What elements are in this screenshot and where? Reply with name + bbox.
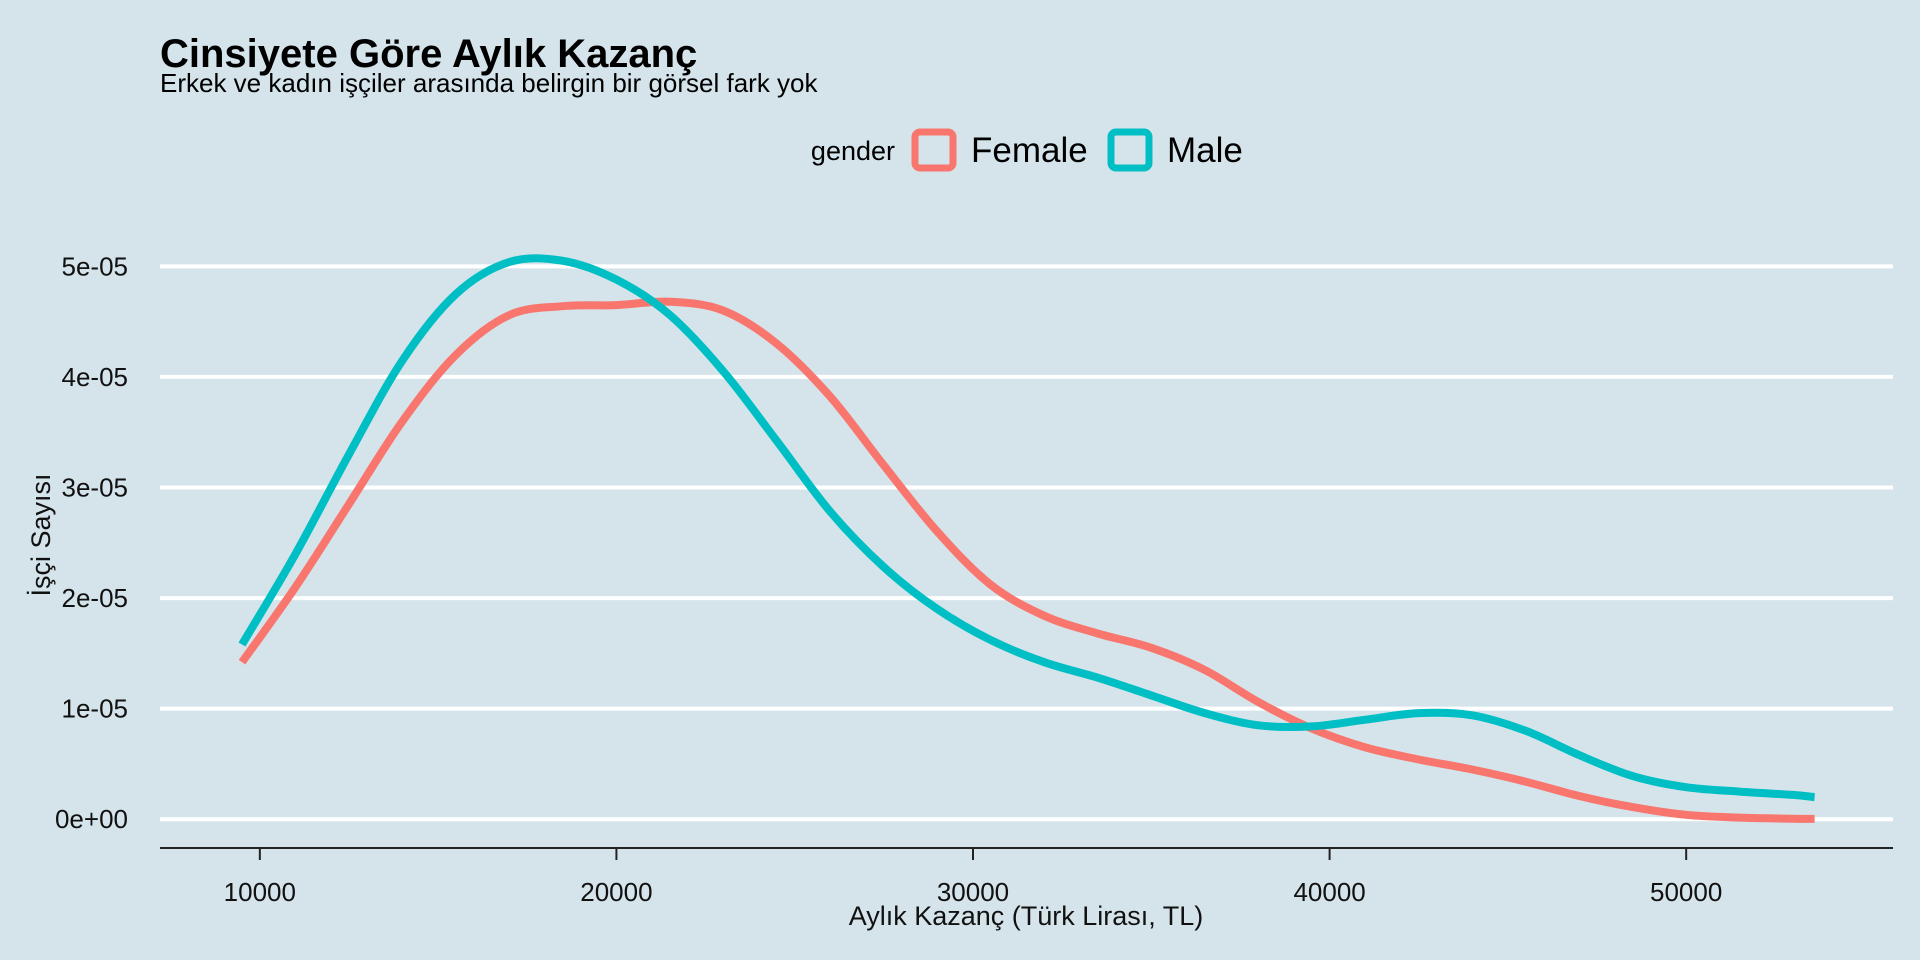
y-tick-label: 4e-05 (62, 362, 129, 392)
y-axis: 0e+00 1e-05 2e-05 3e-05 4e-05 5e-05 (55, 251, 128, 834)
x-tick-label: 30000 (937, 877, 1009, 907)
x-tick-label: 10000 (224, 877, 296, 907)
y-tick-label: 1e-05 (62, 694, 129, 724)
y-axis-label: İşçi Sayısı (25, 473, 56, 596)
chart-title: Cinsiyete Göre Aylık Kazanç (160, 32, 697, 76)
y-tick-label: 2e-05 (62, 583, 129, 613)
x-axis-label: Aylık Kazanç (Türk Lirası, TL) (849, 901, 1204, 931)
series-line-female (238, 297, 1815, 823)
x-tick-label: 40000 (1293, 877, 1365, 907)
x-axis: 10000 20000 30000 40000 50000 (160, 847, 1893, 907)
x-tick-label: 50000 (1650, 877, 1722, 907)
legend-key-male (1107, 128, 1153, 172)
legend-title: gender (811, 136, 895, 166)
chart-subtitle: Erkek ve kadın işçiler arasında belirgin… (160, 68, 819, 98)
legend-label-female: Female (971, 131, 1088, 170)
legend: gender Female Male (811, 128, 1243, 172)
x-tick-label: 20000 (580, 877, 652, 907)
gridlines (160, 264, 1893, 822)
y-tick-label: 0e+00 (55, 804, 128, 834)
legend-label-male: Male (1167, 131, 1243, 170)
series-line-male (238, 254, 1815, 802)
y-tick-label: 3e-05 (62, 473, 129, 503)
legend-key-female (911, 128, 957, 172)
series-lines (238, 254, 1815, 823)
y-tick-label: 5e-05 (62, 251, 129, 281)
